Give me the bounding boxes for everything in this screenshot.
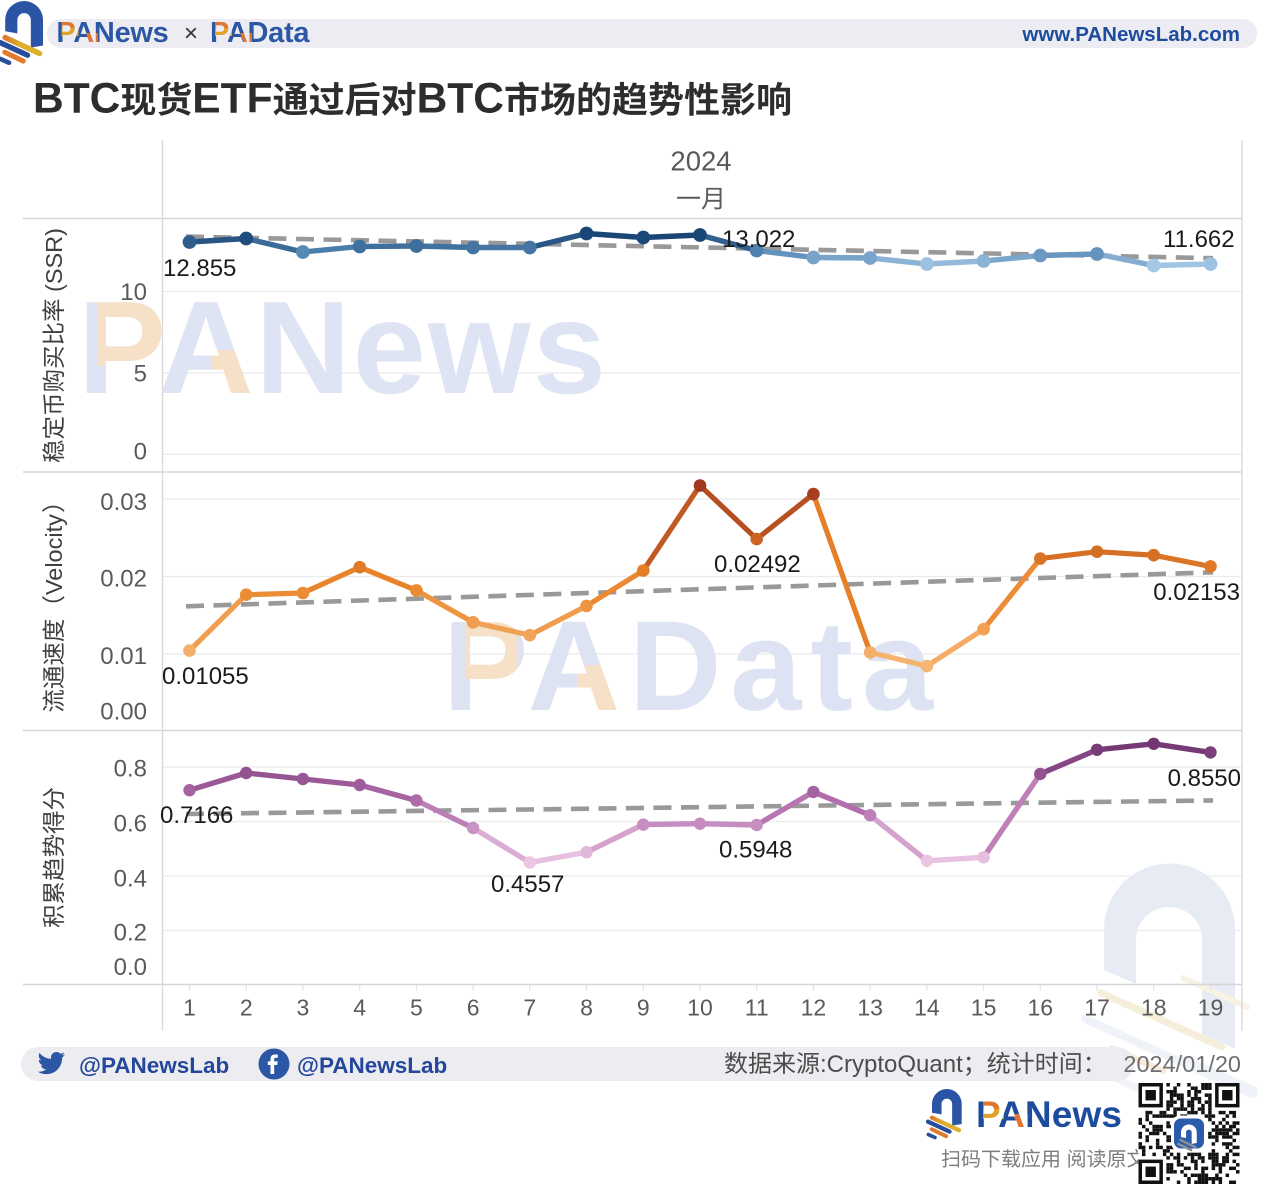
svg-text:1: 1 <box>183 995 196 1021</box>
svg-text:11: 11 <box>745 995 769 1021</box>
svg-text:0: 0 <box>134 439 147 466</box>
svg-text:0.02: 0.02 <box>100 566 147 593</box>
svg-text:0.7166: 0.7166 <box>160 802 233 829</box>
svg-text:15: 15 <box>971 995 997 1021</box>
svg-text:(SSR): (SSR) <box>41 228 67 292</box>
svg-text:3: 3 <box>297 995 310 1021</box>
svg-text:0.01: 0.01 <box>100 643 147 670</box>
svg-text:@PANewsLab: @PANewsLab <box>297 1053 447 1078</box>
svg-text:0.0: 0.0 <box>114 954 147 981</box>
svg-text:Velocity: Velocity <box>41 514 67 595</box>
svg-text:18: 18 <box>1141 995 1167 1021</box>
svg-text:12: 12 <box>801 995 827 1021</box>
svg-text:14: 14 <box>914 995 940 1021</box>
svg-text:0.5948: 0.5948 <box>719 837 792 864</box>
svg-text:0.02492: 0.02492 <box>714 551 801 578</box>
svg-text:2024: 2024 <box>670 146 731 177</box>
svg-text:2: 2 <box>240 995 253 1021</box>
svg-text:@PANewsLab: @PANewsLab <box>79 1053 229 1078</box>
svg-text::CryptoQuant: :CryptoQuant <box>820 1051 963 1078</box>
svg-text:13.022: 13.022 <box>722 226 795 253</box>
svg-text:0.4: 0.4 <box>114 866 147 893</box>
svg-text:16: 16 <box>1028 995 1054 1021</box>
svg-text:9: 9 <box>637 995 650 1021</box>
svg-text:4: 4 <box>353 995 366 1021</box>
svg-text:8: 8 <box>580 995 593 1021</box>
svg-text:BTC: BTC <box>33 76 120 123</box>
svg-text:13: 13 <box>857 995 883 1021</box>
svg-text:BTC: BTC <box>417 76 504 123</box>
svg-text:2024/01/20: 2024/01/20 <box>1123 1051 1241 1077</box>
svg-text:0.4557: 0.4557 <box>491 871 564 898</box>
svg-text:7: 7 <box>523 995 536 1021</box>
svg-text:0.01055: 0.01055 <box>162 663 249 690</box>
svg-text:0.8: 0.8 <box>114 756 147 783</box>
svg-text:10: 10 <box>120 279 147 306</box>
svg-text:11.662: 11.662 <box>1163 226 1235 253</box>
svg-text:0.00: 0.00 <box>100 699 147 726</box>
svg-text:12.855: 12.855 <box>163 255 236 282</box>
svg-text:5: 5 <box>134 360 147 387</box>
svg-text:www.PANewsLab.com: www.PANewsLab.com <box>1021 23 1240 46</box>
svg-text:6: 6 <box>467 995 480 1021</box>
svg-text:×: × <box>184 20 198 47</box>
svg-text:17: 17 <box>1084 995 1110 1021</box>
svg-text:5: 5 <box>410 995 423 1021</box>
svg-text:0.2: 0.2 <box>114 920 147 947</box>
svg-text:19: 19 <box>1198 995 1224 1021</box>
svg-text:0.02153: 0.02153 <box>1153 579 1240 606</box>
svg-text:10: 10 <box>687 995 713 1021</box>
svg-text:0.8550: 0.8550 <box>1168 765 1241 792</box>
svg-text:0.03: 0.03 <box>100 489 147 516</box>
svg-text:0.6: 0.6 <box>114 811 147 838</box>
svg-text:ETF: ETF <box>192 76 272 123</box>
